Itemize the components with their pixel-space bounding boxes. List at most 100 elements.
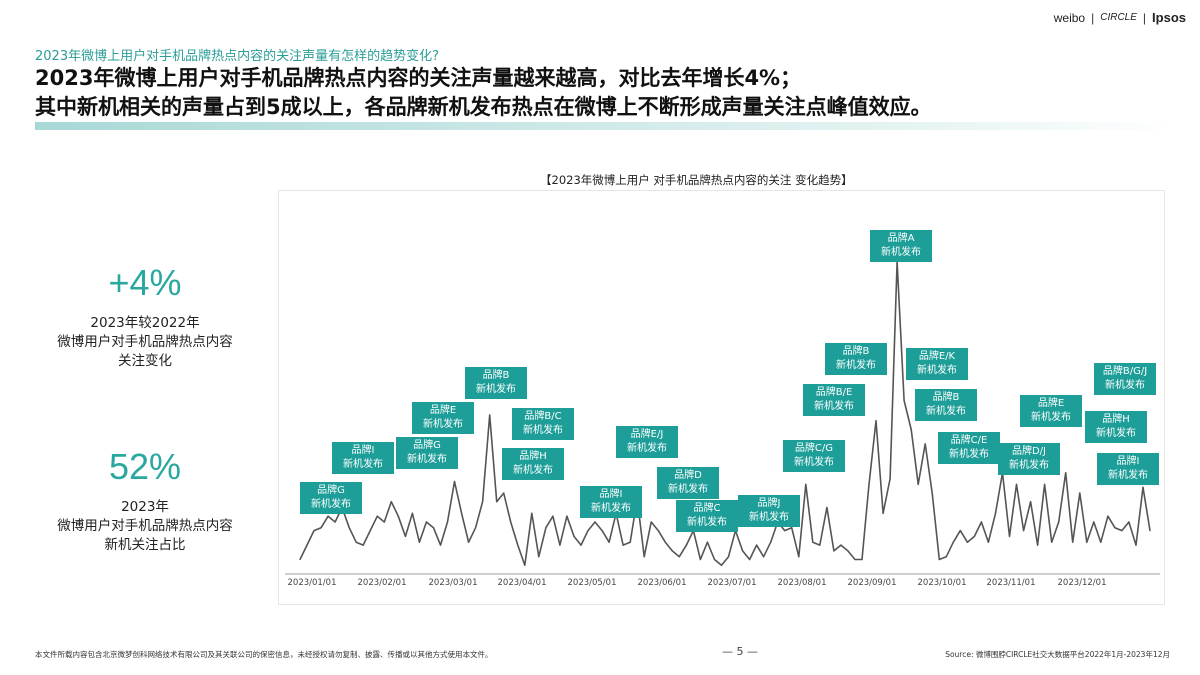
chart-title: 【2023年微博上用户 对手机品牌热点内容的关注 变化趋势】 <box>540 173 853 187</box>
annotation-brand: 品牌H <box>519 451 547 462</box>
data-point <box>355 541 357 543</box>
data-point <box>784 530 786 532</box>
data-point <box>496 501 498 503</box>
annotation-brand: 品牌B <box>932 392 960 403</box>
annotation-label: 品牌B 新机发布 <box>465 367 527 399</box>
data-point <box>1022 530 1025 532</box>
x-tick-label: 2023/06/01 <box>637 578 687 588</box>
data-point <box>945 556 947 558</box>
data-point <box>770 541 772 543</box>
data-point <box>1008 535 1011 538</box>
annotation-label: 品牌D/J 新机发布 <box>998 443 1060 475</box>
data-point <box>1015 483 1018 485</box>
annotation-event: 新机发布 <box>949 449 989 460</box>
annotation-event: 新机发布 <box>794 457 834 468</box>
data-point <box>362 544 364 546</box>
annotation-label: 品牌E 新机发布 <box>412 402 474 434</box>
data-point <box>559 544 561 546</box>
data-point <box>439 544 442 546</box>
x-tick-label: 2023/09/01 <box>847 578 897 588</box>
data-point <box>889 478 891 480</box>
page-number: — 5 — <box>722 645 758 658</box>
data-point <box>503 492 505 494</box>
data-point <box>917 483 919 485</box>
annotation-event: 新机发布 <box>423 419 463 430</box>
headline-line: 其中新机相关的声量占到5成以上，各品牌新机发布热点在微博上不断形成声量关注点峰值… <box>35 95 932 119</box>
data-point <box>650 521 652 523</box>
annotation-label: 品牌B 新机发布 <box>825 343 887 375</box>
data-point <box>861 558 863 561</box>
data-point <box>798 556 800 558</box>
kpi-value: +4% <box>108 262 182 303</box>
data-point <box>587 530 589 532</box>
headline-line: 2023年微博上用户对手机品牌热点内容的关注声量越来越高，对比去年增长4%； <box>35 66 802 90</box>
data-point <box>460 512 463 514</box>
annotation-brand: 品牌I <box>1116 456 1140 467</box>
annotation-event: 新机发布 <box>687 517 727 528</box>
data-point <box>987 541 990 543</box>
annotation-label: 品牌A 新机发布 <box>870 230 932 262</box>
annotation-brand: 品牌A <box>887 233 915 244</box>
x-tick-label: 2023/04/01 <box>497 578 547 588</box>
kpi-desc-line: 微博用户对手机品牌热点内容 <box>57 518 233 534</box>
data-point <box>1065 472 1067 474</box>
data-point <box>805 483 807 485</box>
data-point <box>489 414 491 416</box>
data-point <box>475 527 477 529</box>
data-point <box>685 544 687 546</box>
data-point <box>390 501 392 503</box>
data-point <box>510 521 512 523</box>
data-point <box>699 558 702 561</box>
source-note: Source: 微博围脖CIRCLE社交大数据平台2022年1月-2023年12… <box>945 650 1170 659</box>
data-point <box>833 550 835 552</box>
kpi-description: 2023年较2022年 微博用户对手机品牌热点内容 关注变化 <box>20 314 270 371</box>
x-tick-label: 2023/07/01 <box>707 578 757 588</box>
annotation-brand: 品牌J <box>757 498 781 509</box>
data-point <box>573 535 575 538</box>
data-point <box>327 515 329 517</box>
annotation-brand: 品牌B <box>842 346 870 357</box>
data-point <box>910 428 912 431</box>
annotation-brand: 品牌E/K <box>918 351 956 362</box>
kpi-value: 52% <box>108 446 182 487</box>
annotation-label: 品牌E/K 新机发布 <box>906 348 968 380</box>
data-point <box>545 527 547 529</box>
data-point <box>1149 530 1151 532</box>
data-point <box>664 541 666 543</box>
annotation-label: 品牌C/G 新机发布 <box>783 440 845 472</box>
annotation-brand: 品牌I <box>599 489 623 500</box>
annotation-label: 品牌C 新机发布 <box>676 500 738 532</box>
annotation-brand: 品牌B <box>482 370 510 381</box>
annotation-event: 新机发布 <box>343 459 383 470</box>
data-point <box>959 530 961 532</box>
data-point <box>720 564 723 566</box>
divider: | <box>1142 10 1147 25</box>
annotation-brand: 品牌I <box>351 445 375 456</box>
annotation-label: 品牌B/G/J 新机发布 <box>1094 363 1156 395</box>
kpi-share: 52% 2023年 微博用户对手机品牌热点内容 新机关注占比 <box>20 446 270 555</box>
data-point <box>629 541 631 543</box>
data-point <box>517 544 519 546</box>
data-point <box>882 512 884 514</box>
data-point <box>973 535 975 538</box>
chart-frame <box>278 190 1165 605</box>
data-point <box>812 541 814 543</box>
kpi-desc-line: 微博用户对手机品牌热点内容 <box>57 334 233 350</box>
data-point <box>552 515 554 517</box>
annotation-label: 品牌E/J 新机发布 <box>616 426 678 458</box>
data-point <box>931 492 933 494</box>
annotation-brand: 品牌C/E <box>950 435 988 446</box>
data-point <box>713 558 716 561</box>
data-point <box>594 521 596 523</box>
data-point <box>1142 486 1144 488</box>
data-point <box>671 550 673 552</box>
annotation-event: 新机发布 <box>476 384 516 395</box>
annotation-event: 新机发布 <box>1096 428 1136 439</box>
brand-logos: weibo | CIRCLE | Ipsos <box>1054 10 1186 25</box>
annotation-label: 品牌B 新机发布 <box>915 389 977 421</box>
data-point <box>608 541 610 543</box>
data-point <box>1029 501 1032 503</box>
data-point <box>538 556 540 558</box>
ipsos-logo: Ipsos <box>1152 10 1186 25</box>
